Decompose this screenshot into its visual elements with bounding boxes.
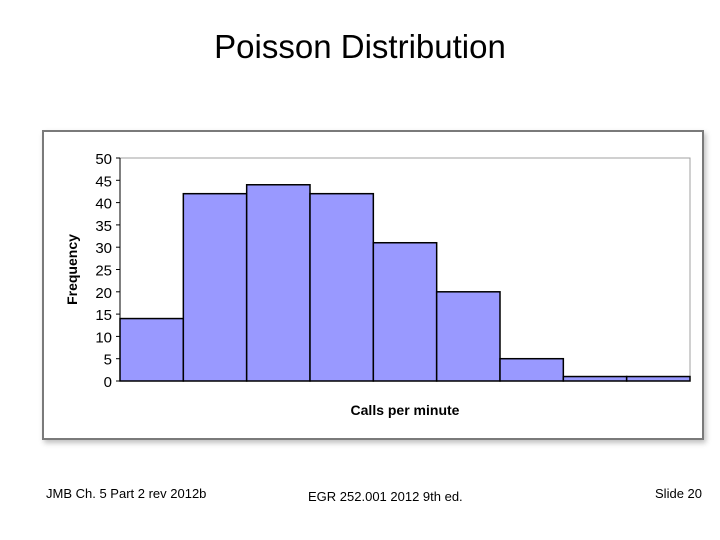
footer-edition: EGR 252.001 2012 9th ed. xyxy=(308,489,463,504)
bar-0 xyxy=(119,317,185,382)
bars-group xyxy=(119,184,691,382)
bar-3 xyxy=(309,192,375,382)
y-tick-label: 0 xyxy=(104,374,112,391)
y-tick-label: 20 xyxy=(95,285,112,302)
y-tick-label: 50 xyxy=(95,151,112,168)
y-tick-label: 10 xyxy=(95,329,112,346)
histogram-chart: 0 5 10 15 20 25 30 35 40 45 50 Calls per minute Fr… xyxy=(64,151,691,418)
y-tick-label: 35 xyxy=(95,218,112,235)
bar-6 xyxy=(499,357,565,382)
bar-5 xyxy=(435,291,501,382)
bar-2 xyxy=(245,184,311,382)
slide-title: Poisson Distribution xyxy=(214,28,506,65)
bar-7 xyxy=(562,375,628,382)
footer-course-info: JMB Ch. 5 Part 2 rev 2012b xyxy=(46,486,207,501)
chart-frame: 0 5 10 15 20 25 30 35 40 45 50 Calls per minute Fr… xyxy=(42,130,704,440)
y-tick-label: 45 xyxy=(95,173,112,190)
slide-number: Slide 20 xyxy=(655,486,702,501)
bar-8 xyxy=(625,375,691,382)
y-tick-label: 5 xyxy=(104,352,112,369)
x-axis-label: Calls per minute xyxy=(351,402,460,418)
bar-4 xyxy=(372,241,438,382)
y-tick-label: 25 xyxy=(95,263,112,280)
y-tick-label: 15 xyxy=(95,307,112,324)
y-tick-label: 40 xyxy=(95,196,112,213)
y-tick-label: 30 xyxy=(95,240,112,257)
bar-1 xyxy=(182,192,248,382)
y-axis-label: Frequency xyxy=(64,234,80,305)
y-axis-ticks: 0 5 10 15 20 25 30 35 40 45 50 xyxy=(95,151,121,391)
